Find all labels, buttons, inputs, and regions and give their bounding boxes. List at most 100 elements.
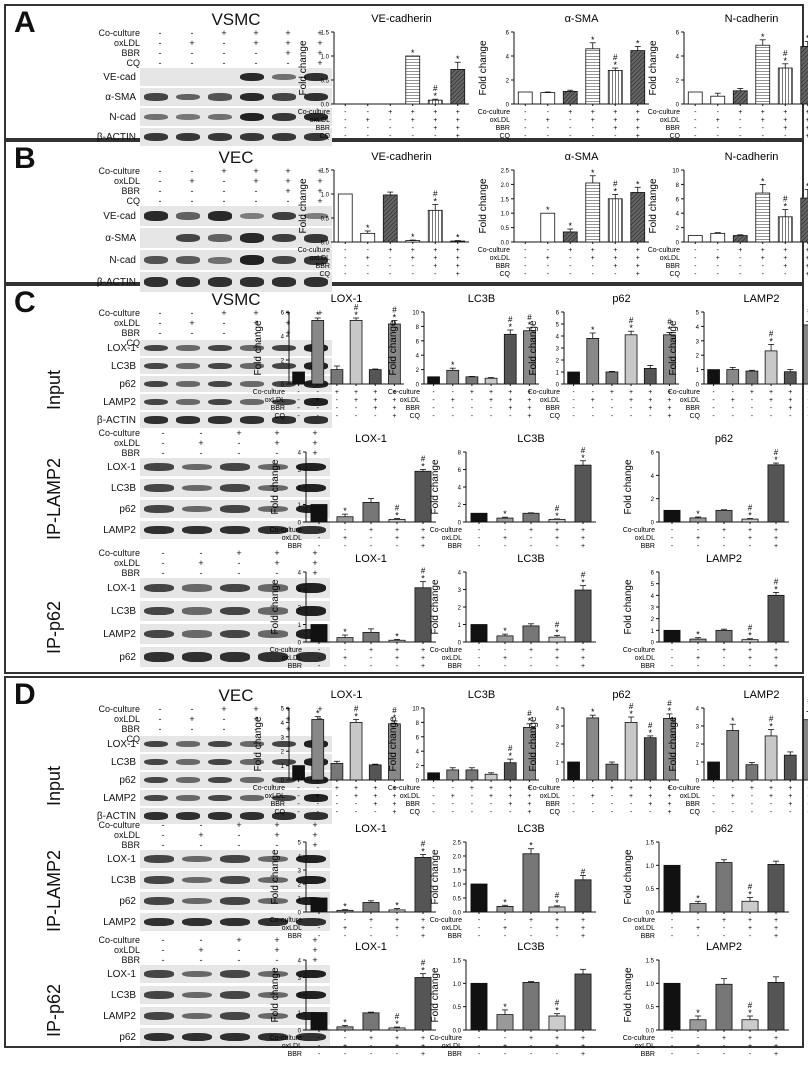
chart-title: N-cadherin (725, 151, 779, 163)
condition-sign: - (389, 255, 392, 262)
condition-sign: - (694, 109, 697, 116)
condition-sign: - (317, 809, 320, 816)
y-tick-label: 4 (676, 212, 680, 218)
bar (746, 371, 758, 384)
condition-label: BBR (686, 405, 700, 412)
y-tick-label: 2 (416, 764, 420, 770)
chart-title: LAMP2 (706, 941, 742, 953)
protein-band (182, 584, 212, 591)
y-tick-label: 4 (416, 354, 420, 360)
condition-label: Co-culture (668, 389, 700, 396)
condition-sign: + (648, 793, 652, 800)
protein-band (208, 277, 232, 286)
condition-sign: - (432, 809, 435, 816)
protein-label: LOX-1 (40, 583, 140, 594)
condition-sign: - (471, 801, 474, 808)
significance-hash: # (769, 715, 774, 724)
protein-band (144, 759, 168, 766)
bar (625, 722, 637, 780)
bar (606, 372, 618, 384)
protein-band (220, 970, 250, 978)
condition-label: CQ (40, 58, 144, 68)
condition-sign: - (220, 448, 258, 458)
condition-sign: + (581, 663, 585, 670)
y-tick-label: 2 (298, 883, 302, 889)
condition-sign: - (297, 793, 300, 800)
y-tick-label: 3 (556, 725, 560, 731)
bar (311, 505, 327, 523)
condition-sign: + (591, 117, 595, 124)
condition-label: Co-culture (270, 917, 302, 924)
bar (518, 92, 532, 104)
significance-star: * (591, 168, 595, 178)
y-tick-label: 2 (281, 750, 285, 756)
protein-band (144, 463, 174, 471)
condition-sign: + (783, 117, 787, 124)
protein-band (144, 991, 174, 999)
bar (664, 865, 680, 912)
condition-sign: - (336, 405, 339, 412)
bar (644, 368, 656, 384)
y-tick-label: 2 (676, 79, 680, 85)
y-tick-label: 0 (416, 383, 420, 389)
condition-sign: - (412, 271, 415, 278)
bar (331, 763, 343, 780)
chart-title: LAMP2 (743, 689, 779, 701)
condition-sign: + (783, 255, 787, 262)
condition-sign: - (717, 263, 720, 270)
bar (350, 722, 362, 780)
condition-sign: + (503, 925, 507, 932)
y-tick-label: 1 (298, 1011, 302, 1017)
bar (608, 70, 622, 104)
condition-sign: + (555, 1043, 559, 1050)
condition-sign: - (432, 793, 435, 800)
condition-sign: - (412, 133, 415, 140)
blot-row: N-cad (40, 108, 332, 126)
condition-sign: + (774, 1035, 778, 1042)
y-tick-label: 2 (556, 743, 560, 749)
condition-sign: - (336, 413, 339, 420)
protein-band (144, 416, 168, 423)
condition-sign: - (471, 793, 474, 800)
condition-label: oxLDL (40, 558, 144, 568)
condition-label: Co-culture (648, 247, 680, 254)
condition-sign: + (456, 125, 460, 132)
condition-sign: - (318, 1035, 321, 1042)
condition-label: BBR (496, 263, 510, 270)
condition-sign: + (470, 389, 474, 396)
condition-sign: + (373, 785, 377, 792)
protein-label: β-ACTIN (40, 415, 140, 426)
condition-sign: + (581, 527, 585, 534)
y-tick-label: 0 (676, 241, 680, 247)
protein-band (144, 133, 168, 141)
bar (312, 720, 324, 780)
condition-sign: + (748, 925, 752, 932)
condition-sign: - (432, 405, 435, 412)
condition-sign: - (530, 543, 533, 550)
condition-sign: - (144, 568, 182, 578)
chart-title: VE-cadherin (371, 151, 432, 163)
condition-sign: + (395, 917, 399, 924)
condition-sign: - (697, 1051, 700, 1058)
protein-band (208, 777, 232, 784)
condition-sign: - (732, 389, 735, 396)
condition-sign: - (374, 413, 377, 420)
condition-sign: + (508, 389, 512, 396)
condition-sign: + (176, 176, 208, 186)
condition-sign: + (489, 793, 493, 800)
bar (447, 370, 459, 384)
condition-sign: - (144, 196, 176, 206)
significance-star: * (343, 1017, 347, 1027)
protein-band (144, 484, 174, 492)
condition-label: Co-culture (40, 308, 144, 318)
y-tick-label: 1 (298, 503, 302, 509)
protein-band (182, 485, 212, 492)
chart-title: LC3B (468, 293, 496, 305)
condition-sign: - (784, 271, 787, 278)
y-axis-label: Fold change (623, 459, 634, 514)
bar (756, 45, 770, 104)
bar (688, 92, 702, 104)
condition-sign: + (395, 925, 399, 932)
condition-sign: - (432, 785, 435, 792)
bar (784, 755, 796, 780)
